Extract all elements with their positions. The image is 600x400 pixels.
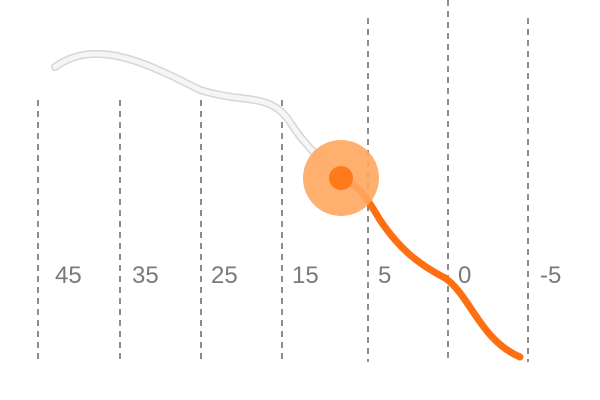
tick-label-25: 25 xyxy=(211,262,238,289)
tick-label-5: 5 xyxy=(378,262,391,289)
slider-track-inactive-outline xyxy=(51,49,344,182)
divider-lines xyxy=(37,0,529,362)
tick-label-35: 35 xyxy=(132,262,159,289)
tick-label-0: 0 xyxy=(458,262,471,289)
tick-label-15: 15 xyxy=(292,262,319,289)
tick-label-neg5: -5 xyxy=(540,262,561,289)
slider-track-inactive xyxy=(52,51,343,181)
slider-handle[interactable] xyxy=(303,140,379,216)
tick-labels: 45 35 25 15 5 0 -5 xyxy=(55,262,561,289)
dot-handle-icon[interactable] xyxy=(329,166,353,190)
tick-label-45: 45 xyxy=(55,262,82,289)
